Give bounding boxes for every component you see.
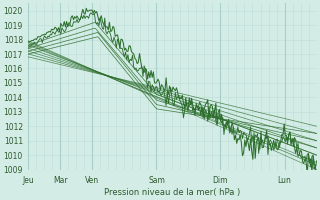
X-axis label: Pression niveau de la mer( hPa ): Pression niveau de la mer( hPa ) [104, 188, 241, 197]
